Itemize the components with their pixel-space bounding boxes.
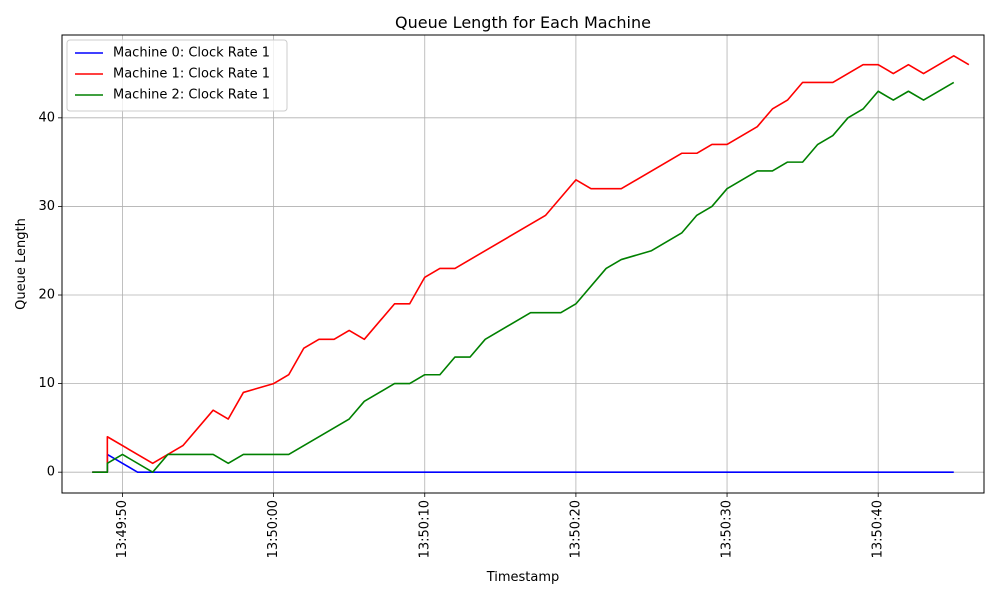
y-tick-label: 40 [38, 110, 55, 125]
x-axis-label: Timestamp [486, 570, 560, 585]
chart-title: Queue Length for Each Machine [395, 13, 651, 32]
x-tick-label: 13:50:00 [266, 500, 281, 558]
x-tick-label: 13:50:20 [568, 500, 583, 558]
y-tick-label: 30 [38, 199, 55, 214]
y-axis-label: Queue Length [14, 218, 29, 310]
series-line-machine-2 [92, 81, 955, 473]
x-tick-label: 13:50:10 [417, 500, 432, 558]
legend-box [66, 39, 288, 112]
legend-label-machine-1: Machine 1: Clock Rate 1 [113, 67, 270, 82]
y-tick-label: 10 [38, 376, 55, 391]
y-tick-label: 20 [38, 288, 55, 303]
legend: Machine 0: Clock Rate 1 Machine 1: Clock … [66, 39, 288, 112]
series-line-machine-1 [92, 55, 970, 473]
series-lines [92, 55, 970, 473]
y-tick-label: 0 [47, 465, 55, 480]
plot-frame [61, 34, 985, 494]
legend-label-machine-2: Machine 2: Clock Rate 1 [113, 88, 270, 103]
x-tick-label: 13:49:50 [115, 500, 130, 558]
legend-label-machine-0: Machine 0: Clock Rate 1 [113, 46, 270, 61]
x-tick-label: 13:50:40 [871, 500, 886, 558]
x-tick-label: 13:50:30 [720, 500, 735, 558]
axis-ticks: 13:49:50 13:50:00 13:50:10 13:50:20 13:50:30… [38, 110, 885, 558]
